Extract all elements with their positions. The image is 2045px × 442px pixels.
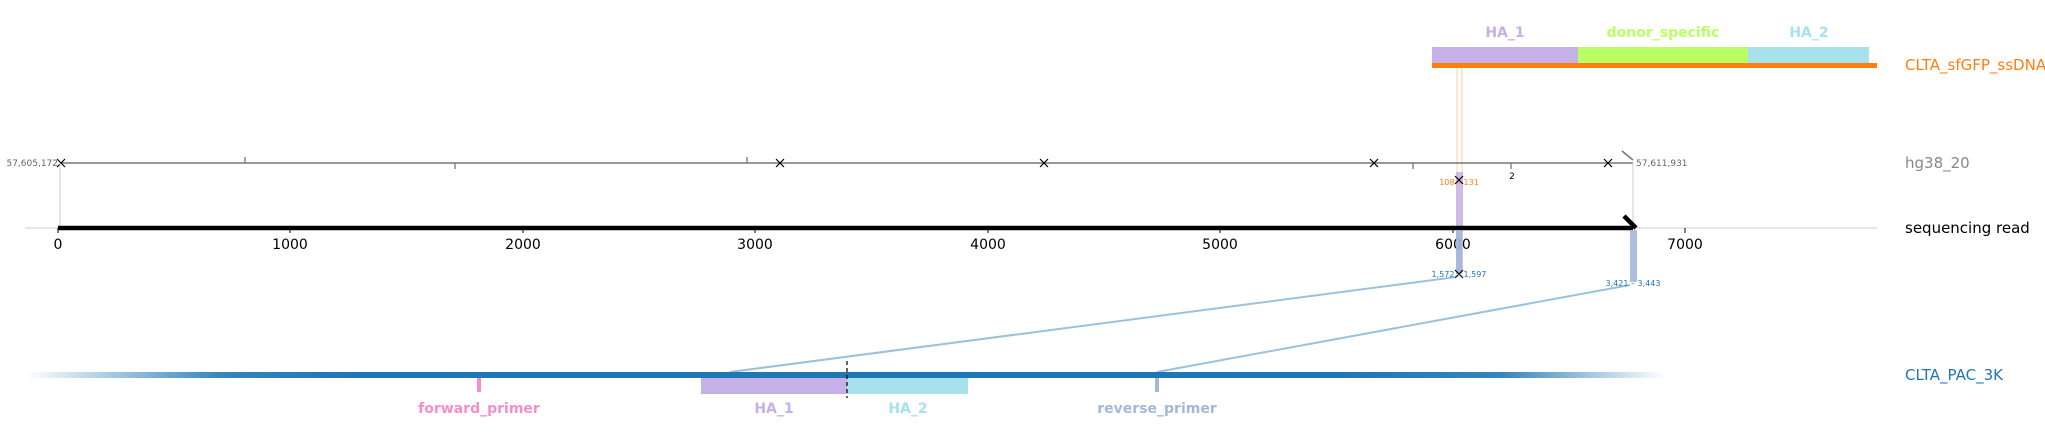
donor-feature-donor-specific: [1578, 47, 1748, 63]
donor-feature-label-donor-specific: donor_specific: [1607, 25, 1720, 41]
donor-alignment-block: 108 – 131: [1439, 172, 1479, 272]
donor-feature-ha2: [1748, 47, 1869, 63]
amplicon-sequence-bar: [25, 372, 1665, 378]
donor-feature-ha1: [1432, 47, 1578, 63]
read-axis-tick-0: 0: [54, 237, 63, 253]
read-axis-tick-5000: 5000: [1202, 237, 1238, 253]
read-axis-tick-4000: 4000: [970, 237, 1006, 253]
amplicon-feature-label-forward-primer: forward_primer: [418, 401, 540, 417]
genome-count-label: 2: [1509, 172, 1515, 182]
amplicon-alignment-connectors: [729, 276, 1631, 373]
donor-track-label: CLTA_sfGFP_ssDNA: [1905, 56, 2045, 75]
read-axis-tick-6000: 6000: [1435, 237, 1471, 253]
donor-sequence-bar: [1432, 63, 1877, 68]
read-axis: 0 1000 2000 3000 4000 5000 6000 7000: [54, 228, 1703, 253]
amplicon-feature-ha2: [847, 378, 968, 394]
amplicon-feature-forward-primer: [477, 378, 481, 392]
amplicon-feature-label-ha1: HA_1: [754, 401, 793, 417]
amplicon-alignment-block-1: 1,572 – 1,597: [1432, 230, 1487, 279]
amplicon-alignment-span-1: 1,572 – 1,597: [1432, 270, 1487, 279]
read-track: sequencing read 0 1000 2000 3000 4000 50…: [25, 214, 2030, 253]
amplicon-feature-label-reverse-primer: reverse_primer: [1097, 401, 1217, 417]
read-axis-tick-2000: 2000: [505, 237, 541, 253]
amplicon-feature-ha1: [701, 378, 847, 394]
donor-alignment-span: 108 – 131: [1439, 178, 1479, 187]
amplicon-track-label: CLTA_PAC_3K: [1905, 366, 2004, 385]
genome-mismatch-markers: [56, 158, 1613, 168]
read-axis-tick-3000: 3000: [737, 237, 773, 253]
donor-track: HA_1 donor_specific HA_2 CLTA_sfGFP_ssDN…: [1432, 25, 2045, 75]
amplicon-track: forward_primer HA_1 HA_2 reverse_primer …: [25, 361, 2004, 417]
genome-track: 57,605,172 57,611,931 2 hg38_20: [6, 150, 1970, 182]
amplicon-feature-label-ha2: HA_2: [888, 401, 927, 417]
amplicon-feature-reverse-primer: [1155, 378, 1159, 392]
amplicon-alignment-block-2: 3,421 – 3,443: [1606, 230, 1661, 288]
genome-start-coordinate: 57,605,172: [6, 159, 58, 169]
genome-end-coordinate: 57,611,931: [1636, 159, 1688, 169]
read-axis-tick-1000: 1000: [272, 237, 308, 253]
read-track-label: sequencing read: [1905, 219, 2030, 237]
read-axis-tick-7000: 7000: [1667, 237, 1703, 253]
amplicon-alignment-span-2: 3,421 – 3,443: [1606, 279, 1661, 288]
donor-feature-label-ha1: HA_1: [1485, 25, 1524, 41]
donor-feature-label-ha2: HA_2: [1789, 25, 1828, 41]
genome-track-label: hg38_20: [1905, 154, 1970, 173]
